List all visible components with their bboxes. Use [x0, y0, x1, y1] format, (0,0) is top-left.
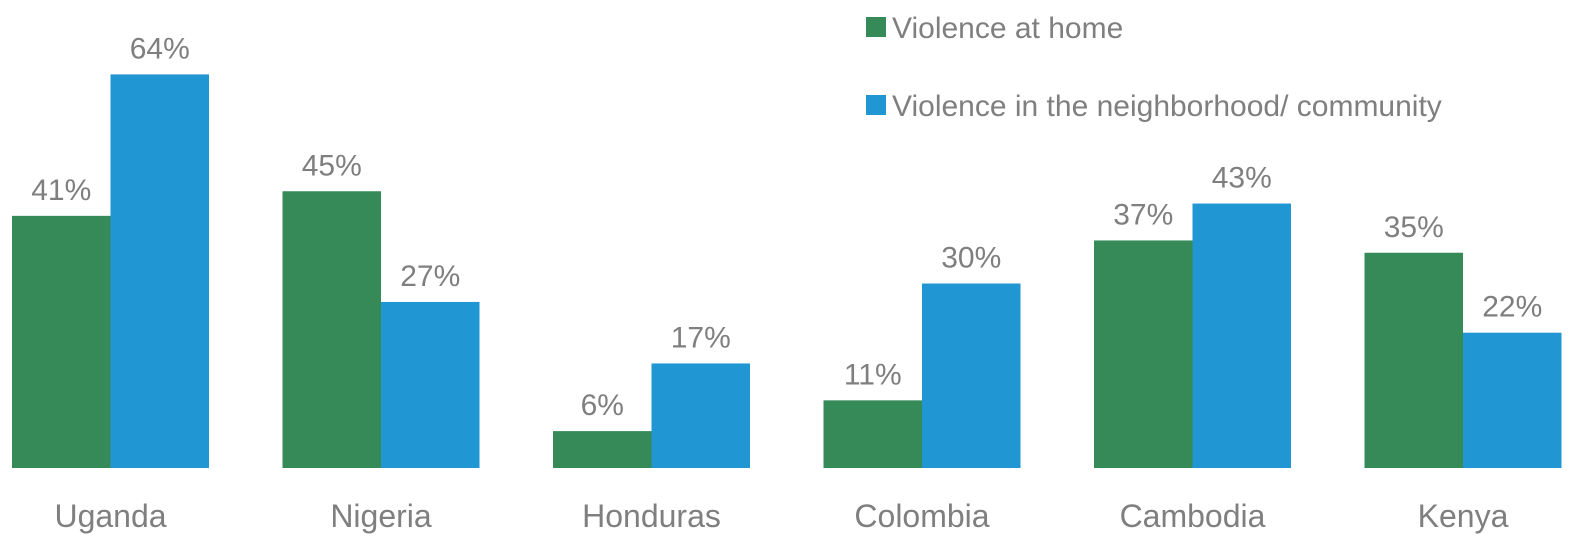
data-label-cambodia-series-1: 43% [1212, 162, 1272, 195]
category-label-kenya: Kenya [1418, 498, 1509, 534]
bar-cambodia-series-1 [1192, 203, 1291, 469]
data-label-uganda-series-0: 41% [31, 174, 91, 207]
category-label-uganda: Uganda [54, 498, 166, 534]
data-label-colombia-series-0: 11% [844, 358, 902, 391]
data-label-nigeria-series-1: 27% [400, 260, 460, 293]
data-label-honduras-series-0: 6% [581, 389, 624, 422]
data-label-honduras-series-1: 17% [671, 321, 731, 354]
bar-cambodia-series-0 [1094, 240, 1193, 468]
bar-colombia-series-0 [823, 400, 922, 468]
category-label-cambodia: Cambodia [1120, 498, 1266, 534]
category-label-colombia: Colombia [854, 498, 989, 534]
data-label-colombia-series-1: 30% [941, 242, 1001, 275]
data-label-kenya-series-1: 22% [1482, 291, 1542, 324]
bar-kenya-series-1 [1463, 332, 1562, 468]
legend-label-series-1: Violence in the neighborhood/ community [892, 90, 1442, 123]
bar-nigeria-series-1 [381, 301, 480, 468]
legend: Violence at home Violence in the neighbor… [866, 12, 1442, 123]
bar-honduras-series-1 [651, 363, 750, 468]
legend-swatch-series-0 [866, 17, 886, 37]
bar-nigeria-series-0 [282, 191, 381, 468]
value-labels-layer: 41% 64% 45% 27% 6% 17% 11% 30% 37% 43% 35% 22% [31, 32, 1542, 422]
data-label-cambodia-series-0: 37% [1113, 198, 1173, 231]
legend-swatch-series-1 [866, 95, 886, 115]
bar-colombia-series-1 [922, 283, 1021, 468]
data-label-nigeria-series-0: 45% [302, 149, 362, 182]
bar-uganda-series-1 [110, 74, 209, 469]
bars-layer [12, 74, 1562, 469]
category-labels-layer: Uganda Nigeria Honduras Colombia Cambodia Ken… [54, 498, 1508, 534]
data-label-uganda-series-1: 64% [130, 32, 190, 65]
category-label-nigeria: Nigeria [330, 498, 432, 534]
legend-label-series-0: Violence at home [892, 12, 1123, 45]
category-label-honduras: Honduras [582, 498, 721, 534]
bar-kenya-series-0 [1364, 252, 1463, 468]
bar-uganda-series-0 [12, 215, 111, 468]
data-label-kenya-series-0: 35% [1384, 211, 1444, 244]
bar-honduras-series-0 [553, 431, 652, 468]
